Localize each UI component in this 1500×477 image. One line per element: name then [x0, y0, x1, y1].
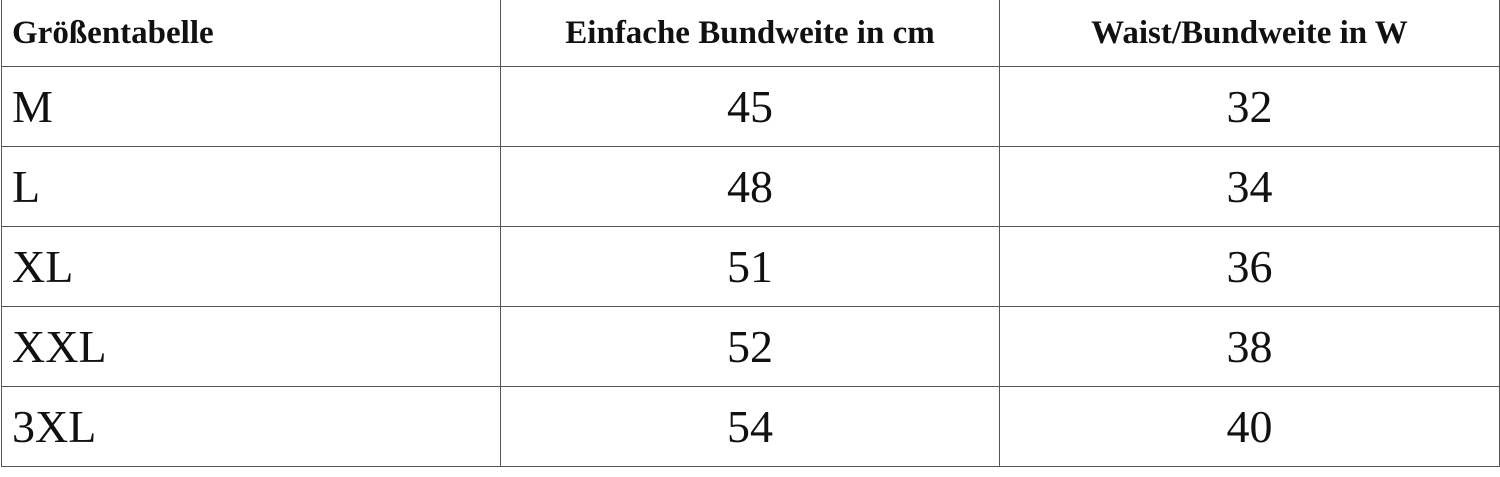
value-cell: 51	[500, 226, 1000, 307]
size-cell: 3XL	[1, 386, 501, 467]
table-row: 3XL 54 40	[1, 386, 1500, 467]
size-cell: XXL	[1, 306, 501, 387]
value-cell: 48	[500, 146, 1000, 227]
header-cell: Waist/Bundweite in W	[999, 0, 1500, 67]
value-cell: 54	[500, 386, 1000, 467]
value-cell: 36	[999, 226, 1500, 307]
header-cell: Größentabelle	[1, 0, 501, 67]
value-cell: 38	[999, 306, 1500, 387]
value-cell: 52	[500, 306, 1000, 387]
size-cell: L	[1, 146, 501, 227]
header-row: Größentabelle Einfache Bundweite in cm Wai…	[1, 0, 1500, 67]
value-cell: 40	[999, 386, 1500, 467]
table-row: L 48 34	[1, 146, 1500, 227]
table-row: XXL 52 38	[1, 306, 1500, 387]
value-cell: 45	[500, 66, 1000, 147]
table-row: M 45 32	[1, 66, 1500, 147]
size-table: Größentabelle Einfache Bundweite in cm Wai…	[1, 0, 1500, 467]
header-cell: Einfache Bundweite in cm	[500, 0, 1000, 67]
table-row: XL 51 36	[1, 226, 1500, 307]
value-cell: 34	[999, 146, 1500, 227]
table-body: M 45 32 L 48 34 XL 51 36 XXL 52 38 3XL 54 40	[1, 66, 1500, 467]
value-cell: 32	[999, 66, 1500, 147]
size-cell: XL	[1, 226, 501, 307]
size-cell: M	[1, 66, 501, 147]
